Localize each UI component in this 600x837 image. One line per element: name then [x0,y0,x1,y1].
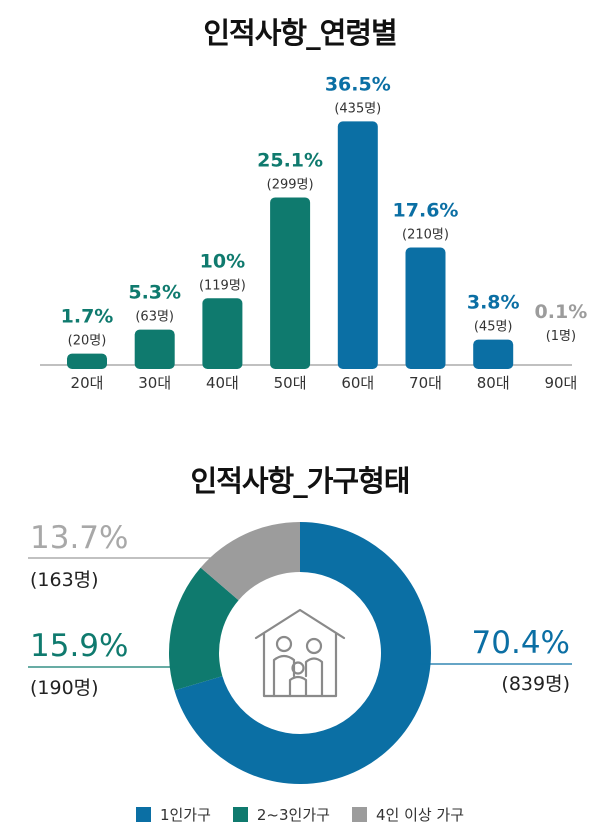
bar-80대 [473,339,514,369]
bar-value-label: 1.7% [61,306,114,328]
legend-item-two-three: 2~3인가구 [232,804,330,825]
age-chart-title: 인적사항_연령별 [203,16,397,50]
x-tick-label: 30대 [138,374,171,392]
bar-value-label: 25.1% [257,149,323,171]
legend-item-four-plus: 4인 이상 가구 [351,804,465,825]
donut-count-label-four-plus: (163명) [30,569,99,591]
donut-count-label-single: (839명) [501,673,570,695]
bar-value-label: 36.5% [325,73,391,95]
household-donut-chart: 70.4% (839명) 15.9% (190명) 13.7% (163명) [28,520,572,785]
donut-slice-two-three [168,567,239,691]
legend-swatch-four-plus [351,807,367,822]
bar-count-label: (210명) [402,228,449,243]
bar-50대 [270,197,311,369]
bar-60대 [337,121,378,369]
x-tick-label: 70대 [409,374,442,392]
bar-70대 [405,247,446,369]
legend-item-single: 1인가구 [135,804,211,825]
bar-40대 [202,298,243,369]
x-tick-label: 20대 [71,374,104,392]
donut-slice-single [174,522,431,785]
x-tick-label: 50대 [274,374,307,392]
bar-value-label: 3.8% [467,292,520,314]
bar-count-label: (20명) [68,334,107,349]
bar-20대 [67,353,107,369]
bar-count-label: (119명) [199,278,246,293]
legend-label-two-three: 2~3인가구 [256,806,330,824]
bar-value-label: 0.1% [535,301,588,323]
legend-label-four-plus: 4인 이상 가구 [375,806,465,824]
donut-value-label-four-plus: 13.7% [30,520,128,556]
bar-count-label: (1명) [546,329,576,344]
x-tick-label: 90대 [544,374,577,392]
legend-swatch-two-three [232,807,248,822]
x-tick-label: 80대 [477,374,510,392]
bar-value-label: 5.3% [128,282,181,304]
bar-count-label: (435명) [334,101,381,116]
donut-count-label-two-three: (190명) [30,677,99,699]
x-tick-label: 40대 [206,374,239,392]
x-tick-label: 60대 [341,374,374,392]
donut-value-label-single: 70.4% [472,625,570,661]
legend-swatch-single [135,807,151,822]
donut-slice-four-plus [200,522,300,601]
bar-count-label: (299명) [267,177,314,192]
donut-value-label-two-three: 15.9% [30,628,128,664]
bar-count-label: (63명) [135,310,174,325]
legend-label-single: 1인가구 [159,806,211,824]
bar-value-label: 10% [200,250,245,272]
bar-value-label: 17.6% [393,200,459,222]
household-legend: 1인가구 2~3인가구 4인 이상 가구 [0,804,600,825]
family-house-icon [254,608,346,698]
age-bar-chart: 1.7% (20명) 20대 5.3% (63명) 30대 10% (119명) 40대 25.1… [40,73,588,392]
bar-count-label: (45명) [474,320,513,335]
household-chart-title: 인적사항_가구형태 [190,464,411,498]
bar-30대 [134,329,175,369]
